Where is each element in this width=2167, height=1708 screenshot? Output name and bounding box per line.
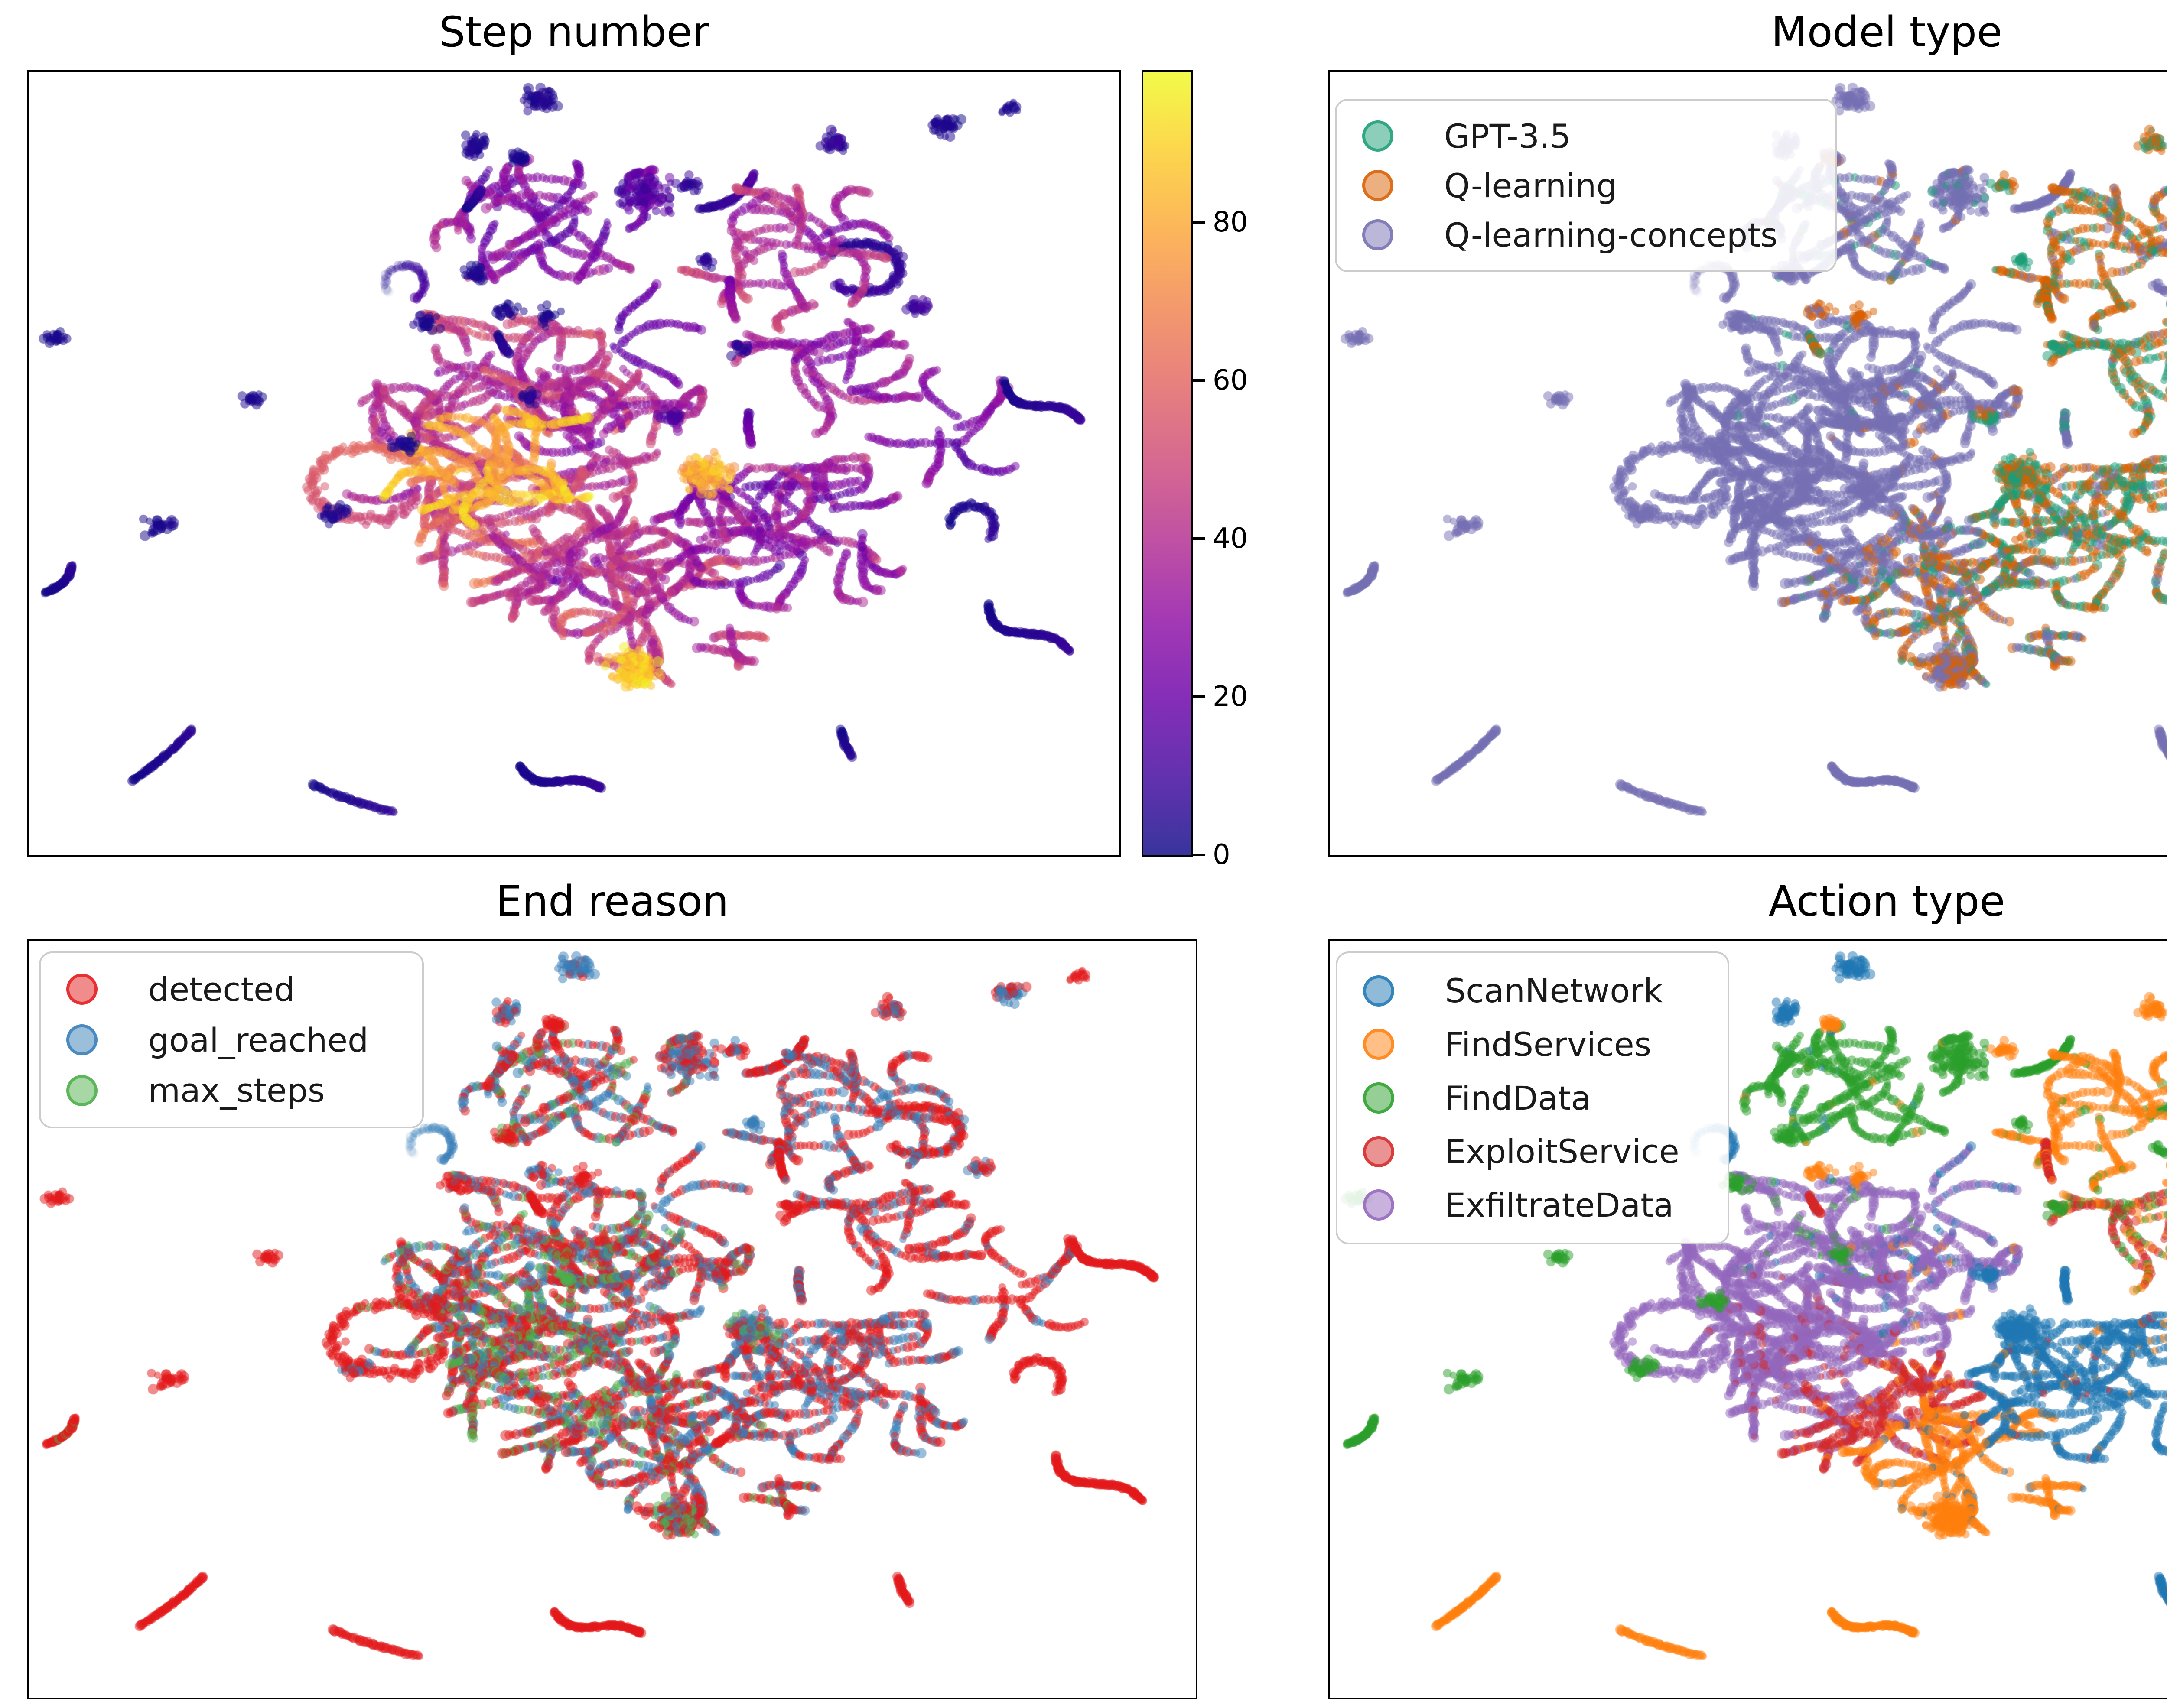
colorbar-tick-mark <box>1193 695 1205 698</box>
legend-label: GPT-3.5 <box>1444 117 1571 156</box>
colorbar-tick-label: 40 <box>1213 522 1248 555</box>
colorbar-tick-mark <box>1193 221 1205 224</box>
legend-item-action-fs: FindServices <box>1337 1018 1728 1070</box>
colorbar-tick-label: 80 <box>1213 206 1248 238</box>
legend-label: max_steps <box>148 1071 325 1110</box>
panel-end-reason <box>27 939 1197 1699</box>
legend-item-end-de: detected <box>41 963 422 1015</box>
legend-marker-fs-icon <box>1363 1029 1394 1060</box>
panel-title-end-reason: End reason <box>495 877 729 925</box>
legend-item-action-fd: FindData <box>1337 1072 1728 1124</box>
legend-item-action-xf: ExfiltrateData <box>1337 1179 1728 1231</box>
colorbar <box>1142 70 1193 857</box>
legend-marker-xf-icon <box>1363 1189 1394 1221</box>
legend-action: ScanNetwork FindServices FindData ExploitSe… <box>1336 951 1729 1244</box>
legend-item-model-ql: Q-learning <box>1337 159 1835 211</box>
colorbar-tick-mark <box>1193 854 1205 856</box>
scatter-canvas-step-number <box>29 72 1119 855</box>
legend-label: Q-learning <box>1444 166 1617 205</box>
legend-label: detected <box>148 970 295 1009</box>
colorbar-tick-label: 0 <box>1213 839 1230 871</box>
legend-item-model-qlc: Q-learning-concepts <box>1337 209 1835 261</box>
legend-item-end-mx: max_steps <box>41 1065 422 1117</box>
colorbar-tick-mark <box>1193 537 1205 540</box>
legend-marker-ql-icon <box>1362 170 1393 201</box>
legend-label: ExfiltrateData <box>1445 1185 1674 1224</box>
legend-item-action-es: ExploitService <box>1337 1126 1728 1178</box>
legend-label: Q-learning-concepts <box>1444 215 1778 254</box>
legend-marker-gpt-icon <box>1362 120 1393 152</box>
panel-title-step-number: Step number <box>439 8 709 56</box>
legend-item-model-gpt: GPT-3.5 <box>1337 110 1835 162</box>
legend-item-end-gr: goal_reached <box>41 1014 422 1066</box>
panel-title-action-type: Action type <box>1768 877 2005 925</box>
legend-label: FindServices <box>1445 1025 1652 1064</box>
legend-marker-fd-icon <box>1363 1082 1394 1114</box>
colorbar-tick-label: 60 <box>1213 364 1248 396</box>
colorbar-tick-mark <box>1193 379 1205 382</box>
legend-model: GPT-3.5 Q-learning Q-learning-concepts <box>1335 99 1837 272</box>
colorbar-tick-label: 20 <box>1213 680 1248 713</box>
legend-marker-de-icon <box>66 974 98 1005</box>
legend-label: goal_reached <box>148 1020 369 1059</box>
legend-label: ExploitService <box>1445 1132 1679 1171</box>
legend-item-action-sn: ScanNetwork <box>1337 965 1728 1017</box>
legend-marker-gr-icon <box>66 1024 98 1055</box>
legend-label: FindData <box>1445 1078 1591 1117</box>
panel-title-model-type: Model type <box>1771 8 2003 56</box>
legend-marker-sn-icon <box>1363 975 1394 1007</box>
panel-step-number <box>27 70 1121 857</box>
colorbar-gradient <box>1143 72 1191 855</box>
legend-marker-qlc-icon <box>1362 219 1393 250</box>
legend-marker-mx-icon <box>66 1075 98 1106</box>
legend-end: detected goal_reached max_steps <box>39 951 424 1128</box>
legend-marker-es-icon <box>1363 1136 1394 1167</box>
legend-label: ScanNetwork <box>1445 971 1663 1010</box>
